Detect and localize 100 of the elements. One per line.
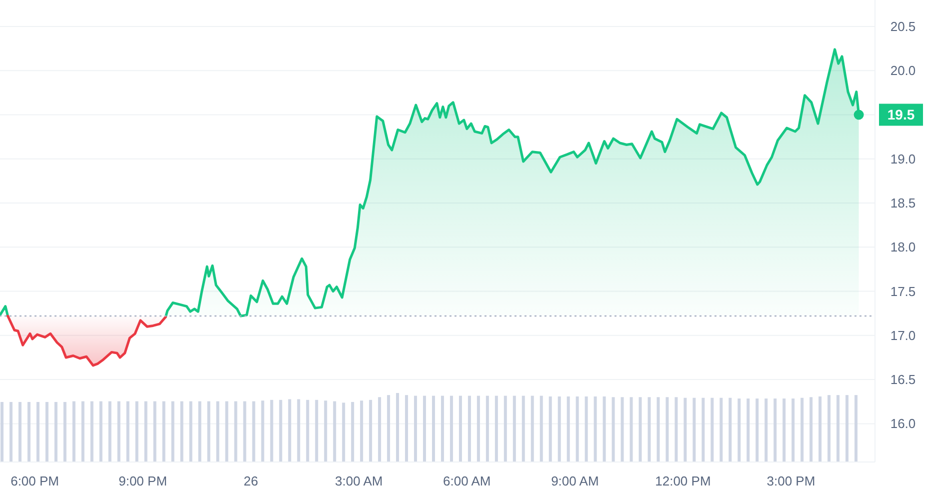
bar [846,395,849,462]
x-tick-label: 3:00 AM [335,474,383,489]
bar [63,402,66,462]
bar [360,400,364,462]
bar [792,398,795,462]
bar [764,398,768,462]
bar [458,396,462,462]
y-tick-label: 18.0 [890,240,916,255]
bar [171,401,174,462]
bar [189,401,192,462]
bar [414,396,418,462]
bar [530,396,534,462]
bar [81,401,84,462]
bar [854,395,858,462]
bar [756,398,759,462]
bar [818,396,822,462]
x-tick-label: 9:00 PM [118,474,168,489]
bar [432,396,435,462]
bar [692,398,696,462]
bar [666,397,669,462]
bar [450,396,453,462]
bar [99,401,102,462]
bar [162,401,166,462]
bar [306,400,310,462]
bar [9,402,12,462]
bar [333,401,336,462]
bar [476,396,480,462]
bar [620,397,624,462]
bar [387,395,390,462]
bar [135,401,138,462]
bar [90,401,94,462]
bar [468,396,471,462]
y-tick-label: 20.0 [890,63,916,78]
bar [216,401,220,462]
bar [638,397,642,462]
bar [612,397,615,462]
bar [674,397,678,462]
y-tick-label: 16.0 [890,416,916,432]
bar [18,402,22,462]
bar [315,400,318,462]
bar [342,402,346,462]
bar [351,402,354,462]
bar [270,400,274,462]
bar [288,399,292,462]
bar [720,398,723,462]
bar [576,396,579,462]
bar [486,396,489,462]
y-tick-label: 18.5 [890,196,916,211]
bar [0,402,4,462]
bar [297,399,300,462]
y-tick-label: 17.5 [890,284,916,299]
bar [548,396,552,462]
bar [279,400,282,462]
bar [800,398,804,462]
bar [72,401,76,462]
bar [243,401,246,462]
bar [566,396,570,462]
bar [702,398,705,462]
bar [207,401,210,462]
bar [836,395,840,462]
bar [630,397,633,462]
bar [728,398,732,462]
bar [656,397,660,462]
bar [423,396,426,462]
bar [108,401,112,462]
bar [153,401,156,462]
y-tick-label: 16.5 [890,372,916,388]
bar [378,397,382,462]
bar [225,401,228,462]
bar [27,402,30,462]
x-tick-label: 3:00 PM [766,474,816,489]
bar [684,398,687,462]
bar [522,396,525,462]
y-tick-label: 19.0 [890,151,916,166]
bar [584,396,588,462]
x-tick-label: 6:00 PM [10,474,60,489]
bar [746,398,750,462]
bar [512,396,516,462]
bar [738,398,741,462]
bar [45,402,48,462]
bar [710,398,714,462]
bar [810,397,813,462]
y-tick-label: 17.0 [890,328,916,343]
bar [494,396,498,462]
y-tick-label: 20.5 [890,19,916,34]
bar [36,402,40,462]
x-tick-label: 6:00 AM [443,474,491,489]
bar [774,398,777,462]
x-tick-label: 12:00 PM [655,474,711,489]
bar [558,396,561,462]
bar [440,396,444,462]
bar [504,396,507,462]
bar [144,401,148,462]
x-tick-label: 9:00 AM [551,474,599,489]
bar [828,395,831,462]
bar [117,401,120,462]
bar [252,401,256,462]
bar [648,397,651,462]
bar [126,401,130,462]
text: 19.5 [887,106,915,123]
